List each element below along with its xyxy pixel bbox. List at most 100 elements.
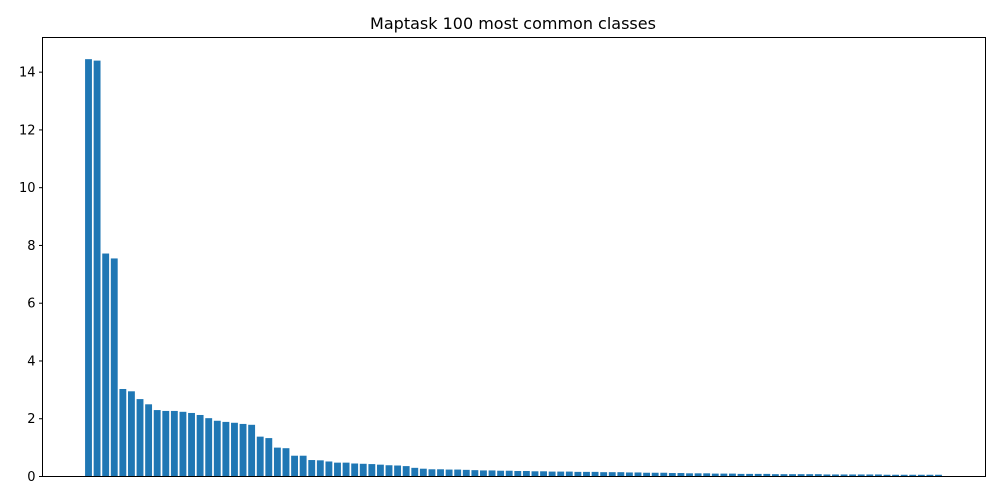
bar-57 — [565, 471, 573, 477]
bar-72 — [694, 473, 702, 477]
y-tick-label: 12 — [19, 123, 36, 138]
bar-71 — [686, 473, 693, 477]
bar-84 — [797, 474, 805, 477]
bar-86 — [814, 474, 822, 477]
y-tick-label: 10 — [19, 181, 36, 196]
bar-99 — [926, 474, 934, 477]
bars-group — [85, 59, 942, 477]
bar-85 — [806, 474, 814, 477]
bar-12 — [179, 411, 187, 477]
bar-93 — [874, 474, 882, 477]
bar-89 — [840, 474, 848, 477]
bar-79 — [754, 473, 762, 477]
bar-67 — [651, 472, 659, 477]
bar-18 — [231, 422, 238, 477]
bar-33 — [359, 463, 367, 477]
y-tick-label: 14 — [19, 66, 36, 81]
bar-41 — [428, 469, 436, 477]
bar-30 — [334, 462, 341, 477]
bar-74 — [711, 473, 719, 477]
bar-46 — [471, 470, 479, 477]
bar-88 — [832, 474, 839, 477]
bar-98 — [917, 474, 925, 477]
bar-39 — [411, 467, 419, 477]
y-tick-label: 8 — [27, 239, 35, 254]
bar-4 — [110, 258, 118, 477]
bar-58 — [574, 471, 582, 477]
bar-14 — [196, 414, 204, 477]
bar-42 — [437, 469, 444, 477]
bar-44 — [454, 469, 462, 477]
bar-47 — [480, 470, 487, 477]
bar-51 — [514, 471, 522, 477]
bar-70 — [677, 473, 685, 477]
bar-94 — [883, 474, 891, 477]
bar-8 — [145, 404, 153, 477]
bar-35 — [376, 464, 384, 477]
bar-77 — [737, 473, 745, 477]
bar-3 — [102, 253, 110, 477]
bar-78 — [746, 473, 754, 477]
bar-66 — [643, 472, 651, 477]
bar-10 — [162, 410, 170, 477]
bar-54 — [540, 471, 547, 477]
bar-15 — [205, 418, 213, 477]
bar-62 — [608, 472, 616, 477]
bar-20 — [248, 424, 256, 477]
y-tick-label: 6 — [27, 297, 35, 312]
bar-69 — [668, 473, 676, 477]
bar-40 — [419, 468, 427, 477]
bar-25 — [291, 455, 298, 477]
bar-36 — [385, 465, 393, 477]
bar-63 — [617, 472, 625, 477]
bar-28 — [316, 460, 324, 477]
bar-43 — [445, 469, 453, 477]
bar-19 — [239, 423, 247, 477]
bar-95 — [892, 474, 900, 477]
bar-5 — [119, 388, 127, 477]
y-tick-label: 0 — [27, 470, 35, 485]
bar-48 — [488, 470, 496, 477]
bar-80 — [763, 473, 771, 477]
bar-16 — [213, 420, 221, 477]
bar-82 — [780, 474, 788, 477]
chart-title: Maptask 100 most common classes — [370, 14, 656, 33]
bar-37 — [394, 465, 402, 477]
bar-73 — [703, 473, 711, 477]
bar-34 — [368, 464, 376, 477]
bar-81 — [771, 474, 779, 477]
bar-60 — [591, 471, 599, 477]
bar-27 — [308, 460, 316, 477]
bar-96 — [900, 474, 908, 477]
bar-68 — [660, 472, 668, 477]
plot-frame — [42, 37, 986, 477]
bar-9 — [153, 410, 161, 477]
bar-87 — [823, 474, 831, 477]
bar-49 — [497, 470, 505, 477]
bar-13 — [188, 412, 195, 477]
bar-52 — [522, 471, 530, 477]
bar-23 — [273, 447, 281, 477]
bar-11 — [170, 410, 178, 477]
bar-100 — [935, 474, 942, 477]
bar-7 — [136, 399, 144, 477]
bar-91 — [857, 474, 865, 477]
bar-24 — [282, 448, 290, 477]
bar-22 — [265, 438, 273, 477]
bar-92 — [866, 474, 874, 477]
bar-45 — [462, 469, 470, 477]
bar-17 — [222, 421, 230, 477]
bar-55 — [548, 471, 556, 477]
bar-26 — [299, 455, 307, 477]
bar-21 — [256, 436, 264, 477]
bar-56 — [557, 471, 565, 477]
bar-64 — [625, 472, 633, 477]
bar-29 — [325, 461, 333, 477]
bar-61 — [600, 472, 608, 477]
bar-59 — [583, 471, 590, 477]
bar-83 — [789, 474, 796, 477]
bar-65 — [634, 472, 642, 477]
bar-32 — [351, 463, 359, 477]
bar-1 — [85, 59, 92, 477]
